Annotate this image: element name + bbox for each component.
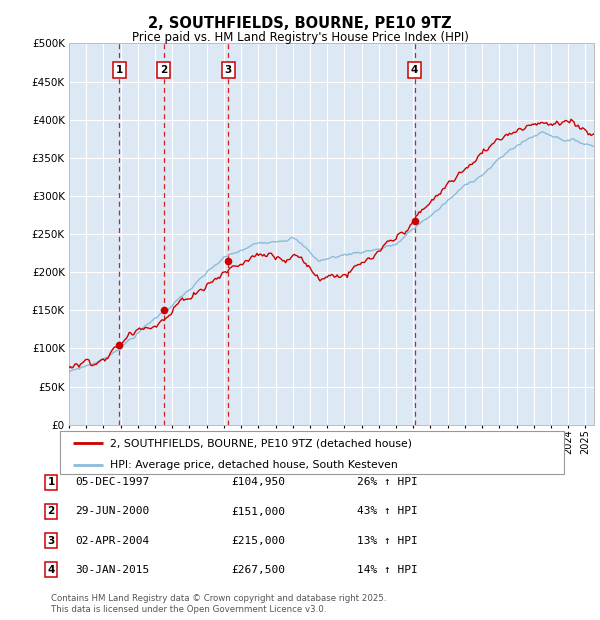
- Text: 2: 2: [160, 65, 167, 75]
- Text: 14% ↑ HPI: 14% ↑ HPI: [357, 565, 418, 575]
- Text: 43% ↑ HPI: 43% ↑ HPI: [357, 507, 418, 516]
- Text: 1: 1: [47, 477, 55, 487]
- Text: Contains HM Land Registry data © Crown copyright and database right 2025.
This d: Contains HM Land Registry data © Crown c…: [51, 595, 386, 614]
- Text: 3: 3: [47, 536, 55, 546]
- Text: 02-APR-2004: 02-APR-2004: [75, 536, 149, 546]
- Text: HPI: Average price, detached house, South Kesteven: HPI: Average price, detached house, Sout…: [110, 460, 398, 470]
- Text: £267,500: £267,500: [231, 565, 285, 575]
- Text: 4: 4: [47, 565, 55, 575]
- Text: 3: 3: [224, 65, 232, 75]
- Text: £215,000: £215,000: [231, 536, 285, 546]
- Text: 13% ↑ HPI: 13% ↑ HPI: [357, 536, 418, 546]
- Text: 05-DEC-1997: 05-DEC-1997: [75, 477, 149, 487]
- Text: 2, SOUTHFIELDS, BOURNE, PE10 9TZ (detached house): 2, SOUTHFIELDS, BOURNE, PE10 9TZ (detach…: [110, 438, 412, 448]
- Text: 4: 4: [411, 65, 418, 75]
- Text: 29-JUN-2000: 29-JUN-2000: [75, 507, 149, 516]
- Text: £151,000: £151,000: [231, 507, 285, 516]
- Text: 1: 1: [116, 65, 123, 75]
- Text: 30-JAN-2015: 30-JAN-2015: [75, 565, 149, 575]
- Text: Price paid vs. HM Land Registry's House Price Index (HPI): Price paid vs. HM Land Registry's House …: [131, 31, 469, 44]
- Text: 2: 2: [47, 507, 55, 516]
- FancyBboxPatch shape: [60, 431, 564, 474]
- Text: 26% ↑ HPI: 26% ↑ HPI: [357, 477, 418, 487]
- Text: £104,950: £104,950: [231, 477, 285, 487]
- Text: 2, SOUTHFIELDS, BOURNE, PE10 9TZ: 2, SOUTHFIELDS, BOURNE, PE10 9TZ: [148, 16, 452, 30]
